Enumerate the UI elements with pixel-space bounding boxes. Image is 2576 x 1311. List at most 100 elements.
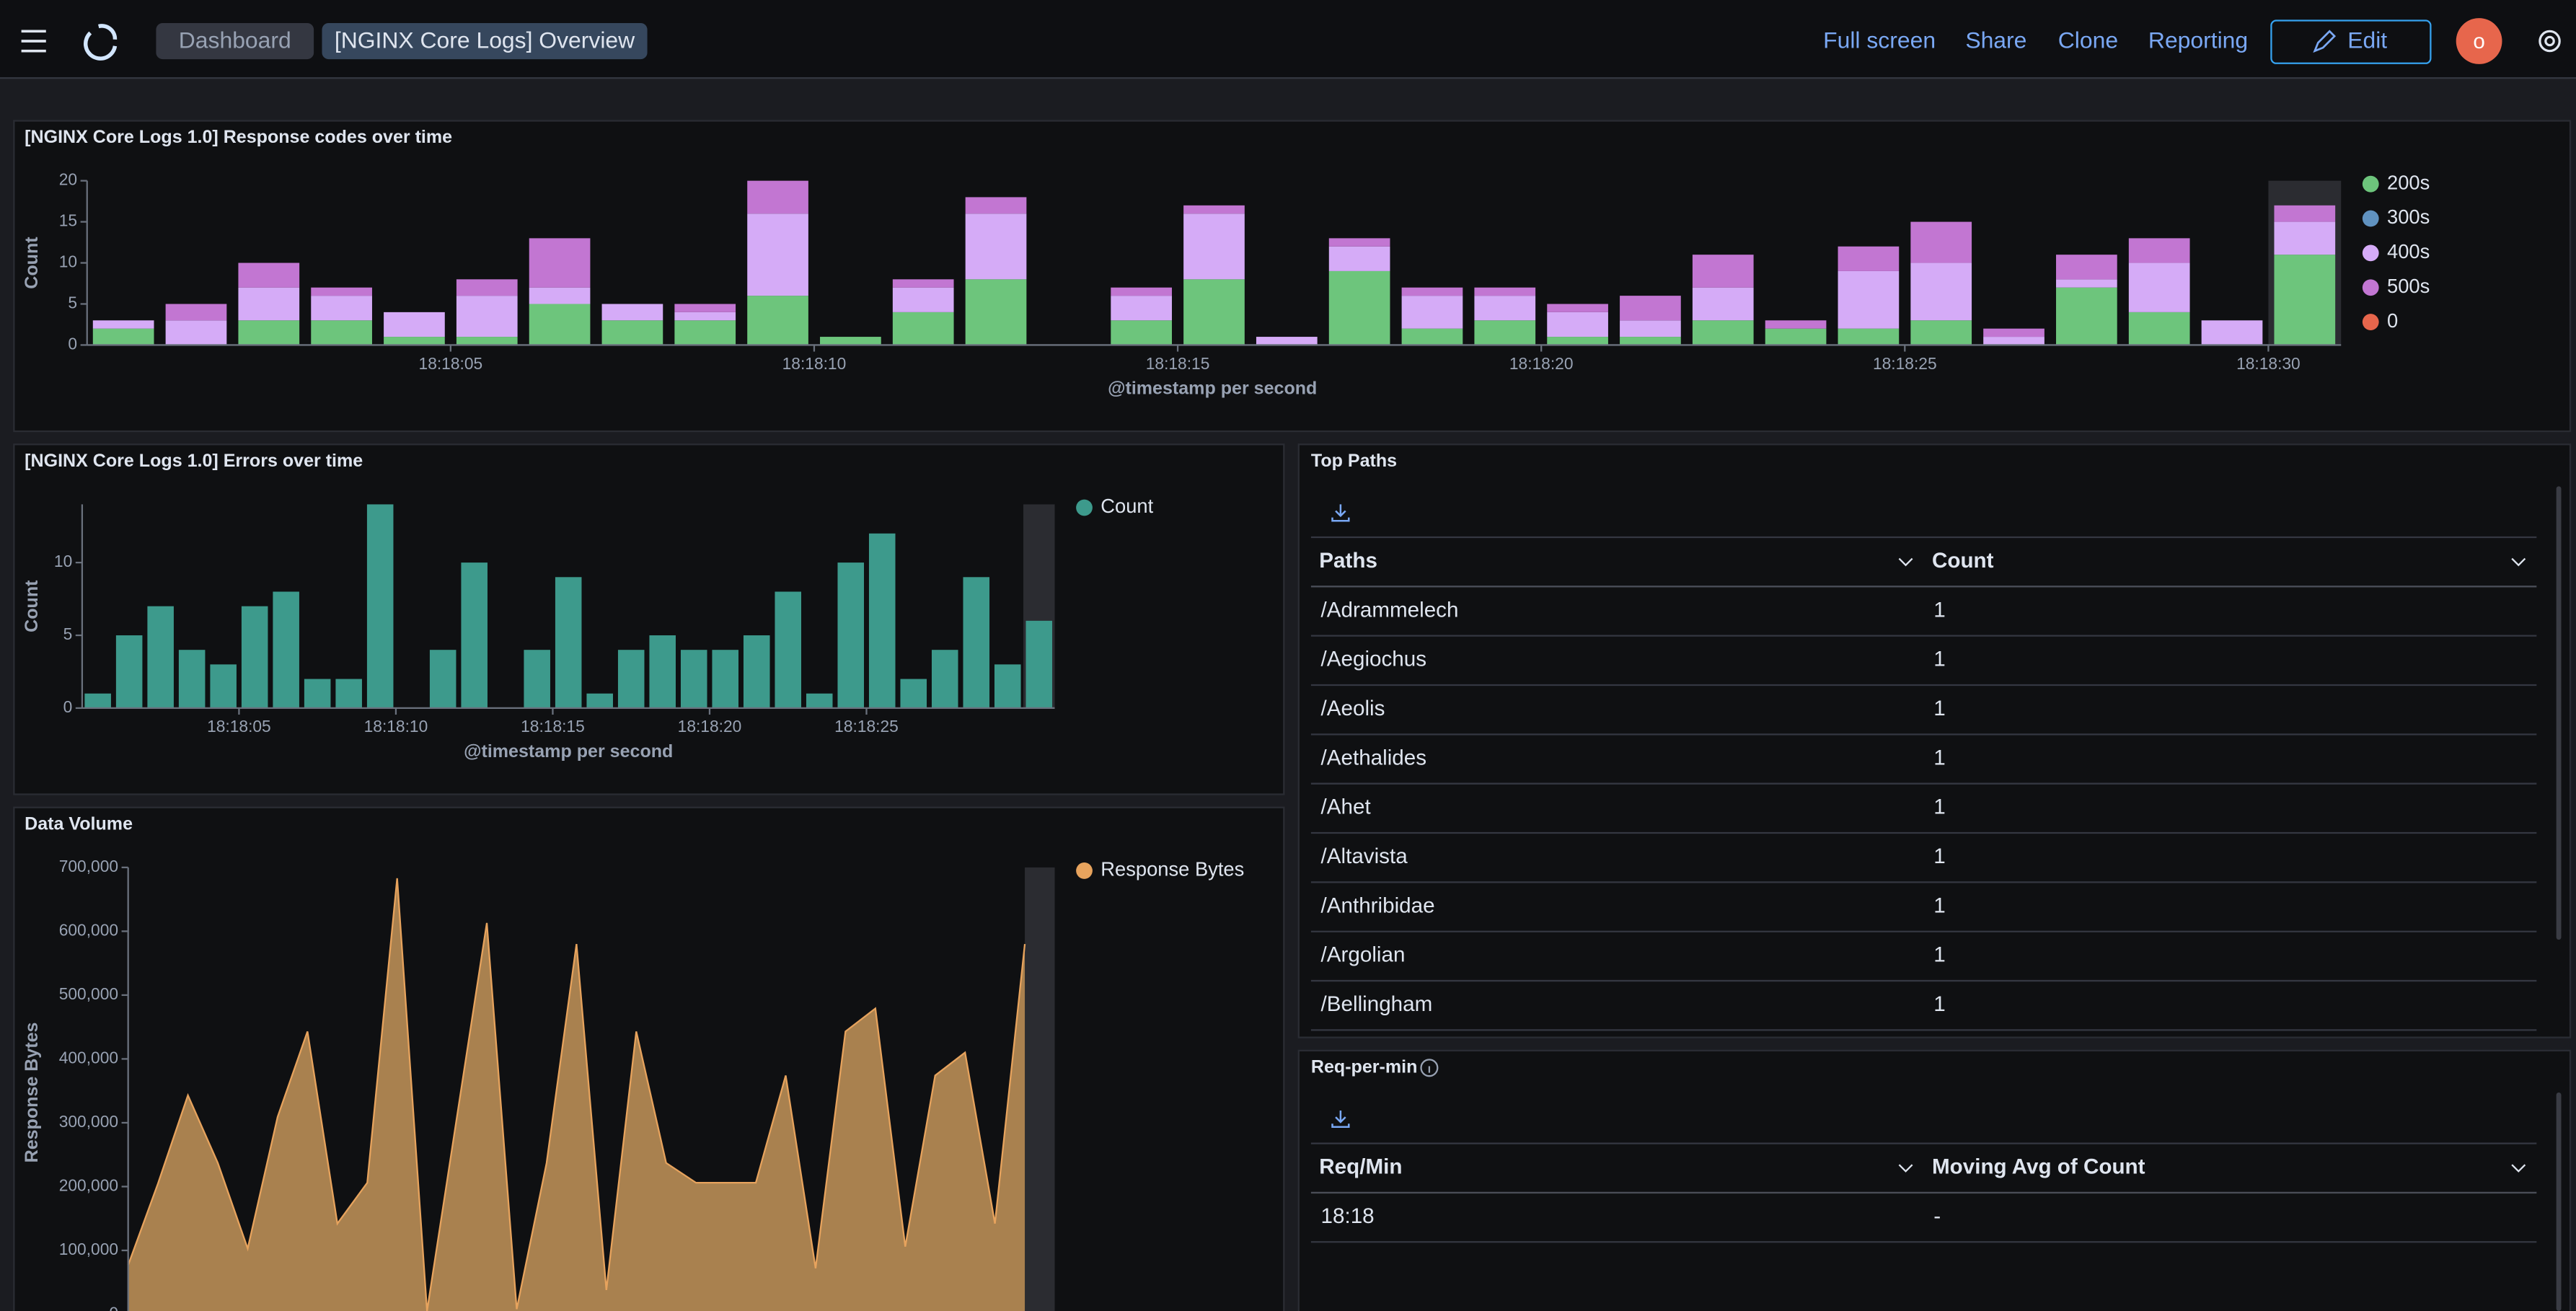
bar xyxy=(1474,296,1536,321)
x-axis-title: @timestamp per second xyxy=(1108,379,1317,399)
legend-label: Count xyxy=(1100,495,1153,517)
y-tick-label: 500,000 xyxy=(59,984,118,1003)
bar xyxy=(147,606,174,708)
bar xyxy=(1838,246,1900,271)
bar xyxy=(1328,246,1390,271)
sort-chevron[interactable] xyxy=(1898,557,1913,567)
legend-label: 0 xyxy=(2387,309,2398,332)
x-tick-label: 18:18:20 xyxy=(1509,354,1574,373)
table-cell: - xyxy=(1933,1204,1941,1228)
bar xyxy=(1547,304,1608,312)
x-tick-label: 18:18:05 xyxy=(207,717,271,736)
breadcrumb-pill[interactable] xyxy=(156,22,314,60)
bar xyxy=(747,296,808,345)
reporting-link[interactable]: Reporting xyxy=(2148,27,2248,53)
bar xyxy=(617,650,645,708)
legend-label: 300s xyxy=(2387,206,2430,228)
bar xyxy=(586,693,613,708)
table-cell: 1 xyxy=(1933,844,1945,868)
sort-chevron[interactable] xyxy=(2511,557,2526,567)
download-icon[interactable] xyxy=(1331,504,1350,522)
y-tick-label: 700,000 xyxy=(59,857,118,875)
panel-title: Top Paths xyxy=(1311,451,1397,471)
panel-title: [NGINX Core Logs 1.0] Errors over time xyxy=(25,451,363,471)
bar xyxy=(1620,337,1681,345)
table-cell: 1 xyxy=(1933,893,1945,917)
avatar[interactable] xyxy=(2456,18,2502,64)
bar xyxy=(1547,312,1608,337)
legend-marker xyxy=(2362,210,2379,227)
download-icon[interactable] xyxy=(1331,1111,1350,1129)
column-header[interactable]: Paths xyxy=(1319,549,1377,573)
panel-title: Req-per-min xyxy=(1311,1056,1418,1077)
edit-button[interactable] xyxy=(2270,19,2432,64)
x-tick-label: 18:18:15 xyxy=(521,717,585,736)
table-cell: /Bellingham xyxy=(1321,992,1433,1016)
y-axis-title: Count xyxy=(22,237,42,289)
bar xyxy=(1401,296,1463,329)
panel xyxy=(1297,1049,2572,1311)
breadcrumb-current: [NGINX Core Logs] Overview xyxy=(335,27,635,53)
menu-icon[interactable] xyxy=(21,30,46,53)
bar xyxy=(1474,287,1536,296)
legend-marker xyxy=(2362,244,2379,262)
bar xyxy=(461,562,488,708)
bar xyxy=(1620,320,1681,337)
breadcrumb[interactable]: Dashboard xyxy=(179,27,291,53)
x-tick-label: 18:18:25 xyxy=(1873,354,1937,373)
bar xyxy=(241,606,268,708)
bar xyxy=(1025,620,1053,708)
y-axis-title: Response Bytes xyxy=(22,1023,42,1163)
bar xyxy=(2056,287,2117,345)
y-tick-label: 600,000 xyxy=(59,920,118,939)
bar xyxy=(384,337,445,345)
clone-link[interactable]: Clone xyxy=(2058,27,2118,53)
y-tick-label: 10 xyxy=(54,552,72,570)
x-tick-label: 18:18:10 xyxy=(364,717,428,736)
legend-label: 400s xyxy=(2387,240,2430,262)
column-header[interactable]: Count xyxy=(1932,549,1994,573)
y-axis-title: Count xyxy=(22,580,42,632)
bar xyxy=(1111,296,1173,321)
help-icon[interactable] xyxy=(2538,30,2561,53)
bar xyxy=(2056,255,2117,280)
scrollbar[interactable] xyxy=(2556,486,2562,940)
bar xyxy=(366,504,394,708)
bar xyxy=(1111,320,1173,345)
share-link[interactable]: Share xyxy=(1965,27,2026,53)
bar xyxy=(1401,328,1463,345)
x-tick-label: 18:18:30 xyxy=(2236,354,2301,373)
bar xyxy=(674,304,736,312)
table-cell: /Aegiochus xyxy=(1321,648,1427,671)
sort-chevron[interactable] xyxy=(1898,1164,1913,1173)
logo[interactable] xyxy=(84,24,118,61)
info-icon xyxy=(1420,1059,1439,1077)
bar xyxy=(1474,320,1536,345)
area-fill xyxy=(128,878,1025,1311)
bar xyxy=(304,679,331,708)
bar xyxy=(994,664,1021,708)
legend-label: 200s xyxy=(2387,171,2430,193)
bar xyxy=(1692,320,1754,345)
x-tick-label: 18:18:15 xyxy=(1146,354,1210,373)
edit-label[interactable]: Edit xyxy=(2347,27,2387,53)
y-tick-label: 0 xyxy=(63,697,73,716)
column-header[interactable]: Req/Min xyxy=(1319,1155,1402,1179)
table-cell: /Altavista xyxy=(1321,844,1408,868)
bar xyxy=(2274,221,2336,255)
y-tick-label: 400,000 xyxy=(59,1048,118,1067)
bar xyxy=(806,693,833,708)
bar xyxy=(965,197,1027,214)
bar xyxy=(210,664,237,708)
bar xyxy=(238,287,300,321)
bar xyxy=(1838,270,1900,329)
sort-chevron[interactable] xyxy=(2511,1164,2526,1173)
breadcrumb-pill-current xyxy=(322,22,648,60)
avatar-initial: o xyxy=(2473,30,2484,53)
bar xyxy=(529,287,591,304)
scrollbar[interactable] xyxy=(2556,1092,2562,1311)
bar xyxy=(1401,287,1463,296)
column-header[interactable]: Moving Avg of Count xyxy=(1932,1155,2145,1179)
full-screen-link[interactable]: Full screen xyxy=(1823,27,1936,53)
bar xyxy=(178,650,206,708)
